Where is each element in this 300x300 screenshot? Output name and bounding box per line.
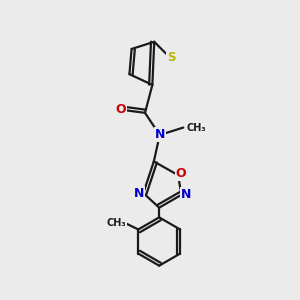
Text: CH₃: CH₃ <box>187 123 206 133</box>
Text: O: O <box>176 167 186 180</box>
Text: N: N <box>154 128 165 141</box>
Text: CH₃: CH₃ <box>106 218 126 228</box>
Text: O: O <box>115 103 126 116</box>
Text: S: S <box>167 51 176 64</box>
Text: N: N <box>181 188 191 201</box>
Text: N: N <box>134 187 144 200</box>
